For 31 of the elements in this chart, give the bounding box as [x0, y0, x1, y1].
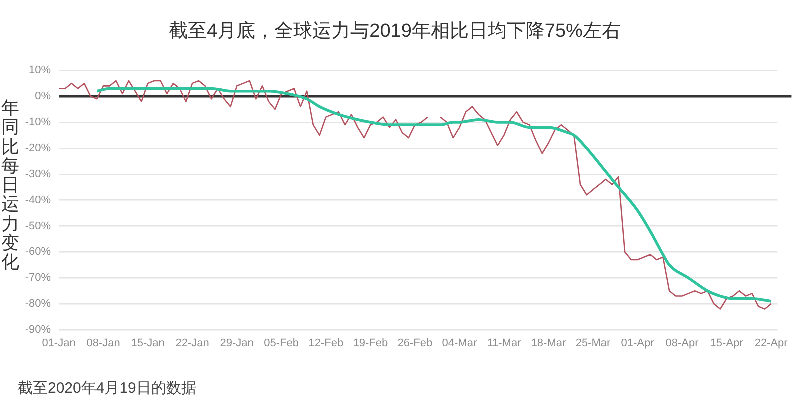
- y-tick-label: -80%: [25, 298, 52, 310]
- x-tick-label: 12-Feb: [308, 338, 344, 350]
- y-tick-label: -30%: [25, 168, 52, 180]
- y-tick-label: 0%: [35, 90, 52, 103]
- x-tick-label: 22-Apr: [754, 338, 788, 350]
- x-tick-label: 01-Apr: [621, 338, 655, 350]
- y-tick-label: -40%: [25, 194, 52, 206]
- x-tick-label: 29-Jan: [220, 338, 254, 350]
- x-tick-label: 08-Apr: [666, 338, 700, 350]
- x-tick-label: 26-Feb: [398, 338, 433, 350]
- y-tick-label: 10%: [28, 64, 52, 77]
- y-tick-label: -60%: [25, 246, 52, 258]
- x-tick-label: 05-Feb: [264, 338, 300, 350]
- y-tick-label: -50%: [25, 220, 52, 232]
- y-tick-label: -70%: [25, 272, 52, 284]
- y-tick-label: -90%: [25, 324, 52, 336]
- x-tick-label: 19-Feb: [353, 338, 388, 350]
- y-tick-label: -10%: [25, 116, 52, 129]
- x-tick-label: 08-Jan: [86, 338, 120, 350]
- x-tick-label: 01-Jan: [42, 338, 76, 350]
- x-tick-label: 18-Mar: [531, 338, 566, 350]
- text: 截至2020年4月19日的数据: [18, 380, 196, 398]
- x-tick-label: 04-Mar: [442, 338, 478, 350]
- y-tick-label: -20%: [25, 142, 52, 154]
- x-tick-label: 25-Mar: [576, 338, 612, 350]
- x-tick-label: 15-Jan: [131, 338, 165, 350]
- chart-title: 截至4月底，全球运力与2019年相比日均下降75%左右: [168, 20, 622, 44]
- x-tick-label: 11-Mar: [487, 338, 522, 350]
- x-tick-label: 15-Apr: [710, 338, 744, 350]
- x-tick-label: 22-Jan: [176, 338, 210, 350]
- text: 年同比每日运力变化: [2, 98, 20, 272]
